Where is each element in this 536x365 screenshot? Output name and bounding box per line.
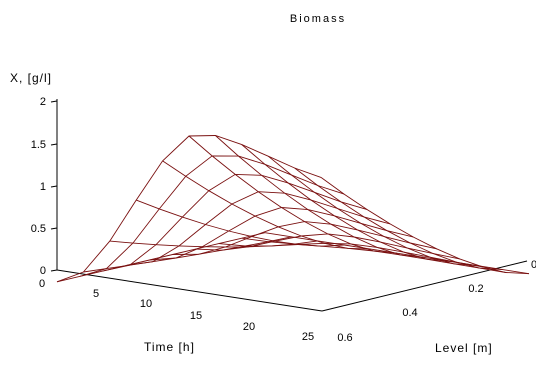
time-tick-label: 10 xyxy=(140,298,152,310)
level-tick-label: 0 xyxy=(531,259,536,271)
mesh-line-time xyxy=(294,167,503,271)
z-axis-label: X, [g/l] xyxy=(10,71,52,85)
mesh-line-time xyxy=(320,177,530,275)
z-tick-mark xyxy=(50,100,58,103)
mesh-line-level xyxy=(149,207,414,261)
level-tick-label: 0.2 xyxy=(468,283,483,295)
mesh-line-level xyxy=(126,191,391,266)
z-tick-label: 0.5 xyxy=(31,223,46,235)
z-tick-label: 0 xyxy=(40,265,46,277)
z-tick-label: 2 xyxy=(40,96,46,108)
mesh-line-level xyxy=(172,221,437,255)
level-tick-label: 0.4 xyxy=(402,307,417,319)
z-tick-label: 1 xyxy=(40,181,46,193)
mesh-line-level xyxy=(56,135,322,283)
time-tick-label: 25 xyxy=(302,331,314,343)
x-axis-label: Time [h] xyxy=(144,340,195,354)
mesh-line-level xyxy=(264,232,530,275)
mesh-line-level xyxy=(241,237,506,273)
mesh-line-time xyxy=(83,236,292,273)
time-tick-label: 0 xyxy=(39,278,45,290)
chart-title: Biomass xyxy=(290,13,346,25)
mesh-line-level xyxy=(79,155,345,277)
mesh-line-level xyxy=(103,173,368,272)
z-tick-mark xyxy=(50,269,58,272)
z-tick-label: 1.5 xyxy=(31,139,46,151)
z-tick-mark xyxy=(50,143,58,146)
level-tick-label: 0.6 xyxy=(337,332,352,344)
mesh-line-time xyxy=(162,160,371,250)
mesh-line-time xyxy=(56,232,266,283)
time-tick-label: 5 xyxy=(93,288,99,300)
mesh-line-time xyxy=(109,240,318,248)
y-axis-label: Level [m] xyxy=(435,341,493,355)
z-tick-mark xyxy=(50,185,58,188)
time-axis-line xyxy=(56,269,323,312)
time-tick-label: 20 xyxy=(243,321,255,333)
mesh-line-time xyxy=(215,135,424,258)
surface-mesh xyxy=(56,135,530,283)
z-tick-mark xyxy=(50,227,58,230)
mesh-line-level xyxy=(195,233,460,260)
time-tick-label: 15 xyxy=(190,310,202,322)
mesh-line-level xyxy=(218,242,483,268)
